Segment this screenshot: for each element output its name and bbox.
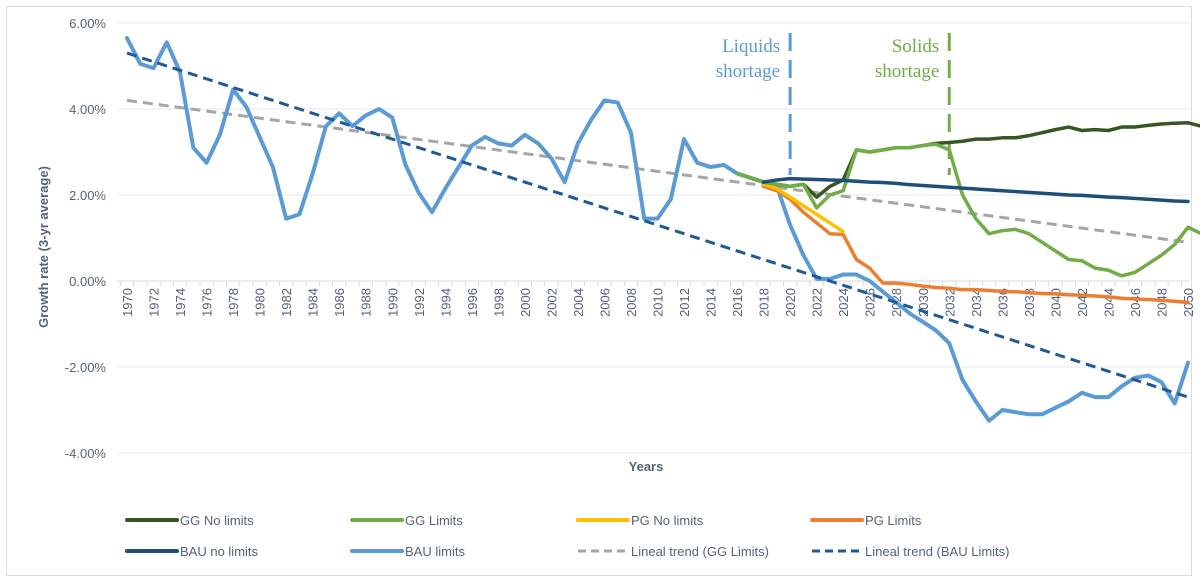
- x-tick-label: 2018: [757, 288, 772, 317]
- x-axis: 1970 1972 1974 1976 1978 1980 1982 1984 1986 1988…: [117, 280, 1196, 317]
- x-tick-label: 2006: [597, 288, 612, 317]
- x-axis-title: Years: [629, 459, 664, 474]
- x-tick-label: 2038: [1022, 288, 1037, 317]
- x-tick-label: 2032: [942, 288, 957, 317]
- legend-label: GG Limits: [405, 513, 463, 528]
- legend-label: PG Limits: [865, 513, 922, 528]
- x-tick-label: 2002: [544, 288, 559, 317]
- series-line-bau-limits: [125, 36, 1190, 423]
- x-tick-label: 1978: [226, 288, 241, 317]
- legend-item: Lineal trend (BAU Limits): [812, 544, 1010, 559]
- annotations: Liquids shortage Solids shortage: [716, 33, 951, 175]
- legend-item: GG No limits: [125, 513, 254, 528]
- y-tick-label: 6.00%: [69, 16, 106, 31]
- legend-label: PG No limits: [631, 513, 704, 528]
- series-line-pg-no-limits: [761, 182, 845, 234]
- x-tick-label: 1988: [359, 288, 374, 317]
- x-tick-label: 1994: [438, 288, 453, 317]
- series-lines: [125, 36, 1200, 423]
- x-tick-label: 2012: [677, 288, 692, 317]
- annotation-label: shortage: [716, 61, 780, 82]
- x-tick-label: 2024: [836, 288, 851, 317]
- legend: GG No limits GG Limits PG No limits PG Limi…: [125, 513, 1010, 559]
- series-line-gg-no-limits: [735, 121, 1200, 199]
- gridlines: [117, 22, 1190, 454]
- x-tick-label: 1972: [147, 288, 162, 317]
- legend-label: GG No limits: [180, 513, 254, 528]
- x-tick-label: 1986: [332, 288, 347, 317]
- annotation-label: shortage: [875, 61, 939, 82]
- series-line-bau-no-limits: [761, 176, 1190, 204]
- legend-item: Lineal trend (GG Limits): [578, 544, 769, 559]
- x-tick-label: 2008: [624, 288, 639, 317]
- legend-item: PG Limits: [810, 513, 922, 528]
- x-tick-label: 1970: [120, 288, 135, 317]
- x-tick-label: 1984: [306, 288, 321, 317]
- x-tick-label: 2042: [1075, 288, 1090, 317]
- x-tick-label: 2020: [783, 288, 798, 317]
- y-tick-label: -2.00%: [65, 360, 107, 375]
- x-tick-label: 2022: [810, 288, 825, 317]
- x-tick-label: 1990: [385, 288, 400, 317]
- legend-label: Lineal trend (GG Limits): [631, 544, 769, 559]
- y-tick-label: 2.00%: [69, 188, 106, 203]
- y-axis-ticks: 6.00% 4.00% 2.00% 0.00% -2.00% -4.00%: [65, 16, 107, 461]
- x-tick-label: 2004: [571, 288, 586, 317]
- x-tick-label: 2016: [730, 288, 745, 317]
- y-tick-label: 4.00%: [69, 102, 106, 117]
- y-tick-label: -4.00%: [65, 446, 107, 461]
- series-line-lineal-trend-gg-limits: [126, 98, 1189, 244]
- x-tick-label: 1992: [412, 288, 427, 317]
- x-tick-label: 2044: [1101, 288, 1116, 317]
- x-tick-label: 2014: [704, 288, 719, 317]
- x-tick-label: 2046: [1128, 288, 1143, 317]
- y-axis-title: Growth rate (3-yr average): [36, 166, 51, 328]
- x-tick-label: 2000: [518, 288, 533, 317]
- legend-label: BAU no limits: [180, 544, 259, 559]
- legend-item: BAU limits: [350, 544, 465, 559]
- x-tick-label: 2010: [651, 288, 666, 317]
- y-tick-label: 0.00%: [69, 274, 106, 289]
- x-tick-label: 1976: [200, 288, 215, 317]
- legend-item: PG No limits: [576, 513, 704, 528]
- annotation-label: Liquids: [722, 36, 780, 57]
- series-line-gg-limits: [735, 142, 1200, 278]
- x-tick-label: 1974: [173, 288, 188, 317]
- x-tick-label: 1982: [279, 288, 294, 317]
- x-tick-label: 1998: [491, 288, 506, 317]
- legend-item: BAU no limits: [125, 544, 259, 559]
- x-tick-label: 1980: [253, 288, 268, 317]
- x-tick-label: 1996: [465, 288, 480, 317]
- legend-label: BAU limits: [405, 544, 465, 559]
- x-tick-label: 2034: [969, 288, 984, 317]
- annotation-label: Solids: [892, 36, 940, 57]
- legend-label: Lineal trend (BAU Limits): [865, 544, 1010, 559]
- series-line-lineal-trend-bau-limits: [126, 51, 1189, 399]
- x-tick-label: 2036: [995, 288, 1010, 317]
- legend-item: GG Limits: [350, 513, 463, 528]
- series-line-pg-limits: [761, 184, 1190, 305]
- x-tick-label: 2048: [1154, 288, 1169, 317]
